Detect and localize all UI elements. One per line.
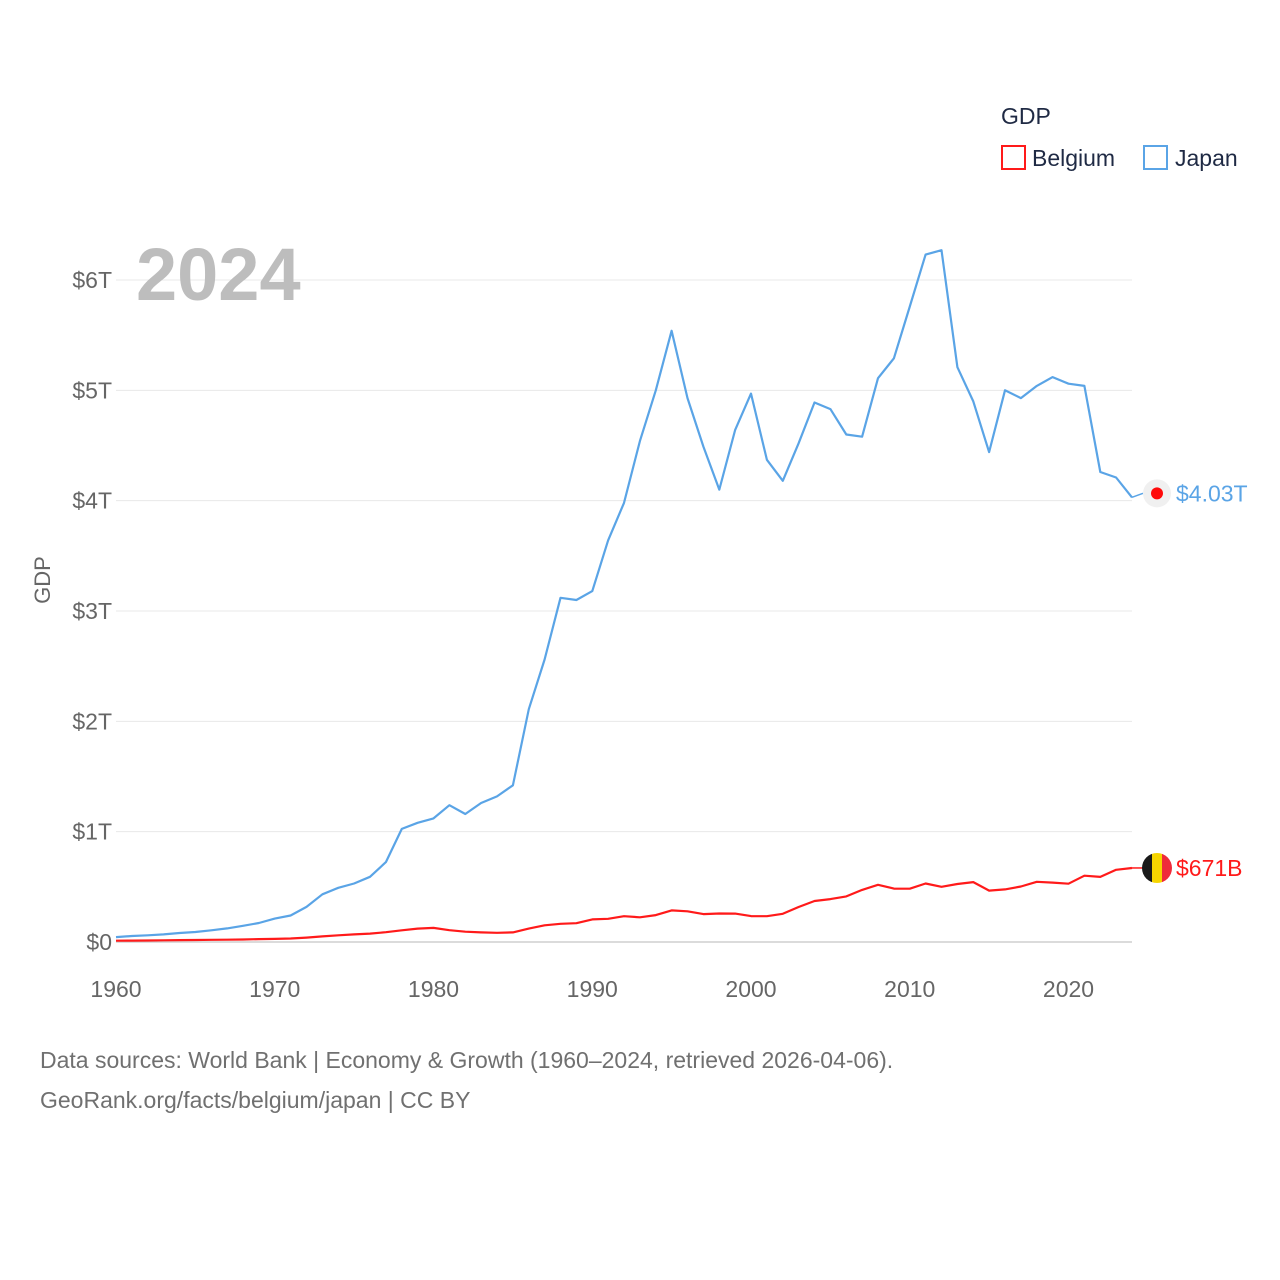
- y-tick-label: $6T: [72, 267, 112, 293]
- legend-swatch-japan: [1143, 145, 1168, 170]
- y-tick-label: $2T: [72, 708, 112, 734]
- legend-swatch-belgium: [1001, 145, 1026, 170]
- x-tick-label: 1990: [567, 976, 618, 1002]
- series-line-japan: [115, 249, 1133, 939]
- series-lines: [115, 249, 1133, 942]
- legend-item-belgium[interactable]: Belgium: [1001, 145, 1115, 171]
- legend-label-belgium: Belgium: [1032, 145, 1115, 171]
- gdp-line-chart: $0 $1T $2T $3T $4T $5T $6T 1960 1970 1980 1990 200…: [30, 103, 1248, 1002]
- end-value-label-belgium: $671B: [1176, 855, 1243, 881]
- japan-flag-icon: [1143, 479, 1171, 508]
- legend-item-japan[interactable]: Japan: [1143, 145, 1238, 171]
- x-tick-label: 1980: [408, 976, 459, 1002]
- flag-stripe-black: [1142, 852, 1152, 883]
- attribution-link[interactable]: GeoRank.org/facts/belgium/japan | CC BY: [40, 1087, 471, 1113]
- y-axis-label: GDP: [30, 556, 55, 604]
- legend: GDP Belgium Japan: [1001, 103, 1238, 171]
- y-axis: $0 $1T $2T $3T $4T $5T $6T: [72, 267, 112, 955]
- x-tick-label: 2010: [884, 976, 935, 1002]
- x-tick-label: 2000: [725, 976, 776, 1002]
- flag-stripe-red: [1162, 852, 1172, 883]
- y-tick-label: $3T: [72, 598, 112, 624]
- legend-label-japan: Japan: [1175, 145, 1238, 171]
- legend-title: GDP: [1001, 103, 1051, 129]
- data-sources-text: Data sources: World Bank | Economy & Gro…: [40, 1047, 894, 1073]
- end-connector-japan: [1131, 492, 1144, 499]
- y-tick-label: $5T: [72, 377, 112, 403]
- series-line-belgium: [115, 866, 1133, 942]
- year-title: 2024: [136, 233, 301, 316]
- x-tick-label: 1960: [90, 976, 141, 1002]
- footer: Data sources: World Bank | Economy & Gro…: [40, 1040, 893, 1120]
- x-tick-label: 2020: [1043, 976, 1094, 1002]
- belgium-flag-icon: [1142, 852, 1172, 883]
- y-tick-label: $4T: [72, 488, 112, 514]
- x-axis: 1960 1970 1980 1990 2000 2010 2020: [90, 976, 1094, 1002]
- japan-flag-sun: [1151, 487, 1163, 500]
- gridlines: [116, 279, 1132, 943]
- end-markers: $671B $4.03T: [1131, 479, 1248, 883]
- y-tick-label: $1T: [72, 819, 112, 845]
- flag-stripe-yellow: [1152, 852, 1162, 883]
- y-tick-label: $0: [86, 929, 112, 955]
- end-value-label-japan: $4.03T: [1176, 480, 1248, 506]
- x-tick-label: 1970: [249, 976, 300, 1002]
